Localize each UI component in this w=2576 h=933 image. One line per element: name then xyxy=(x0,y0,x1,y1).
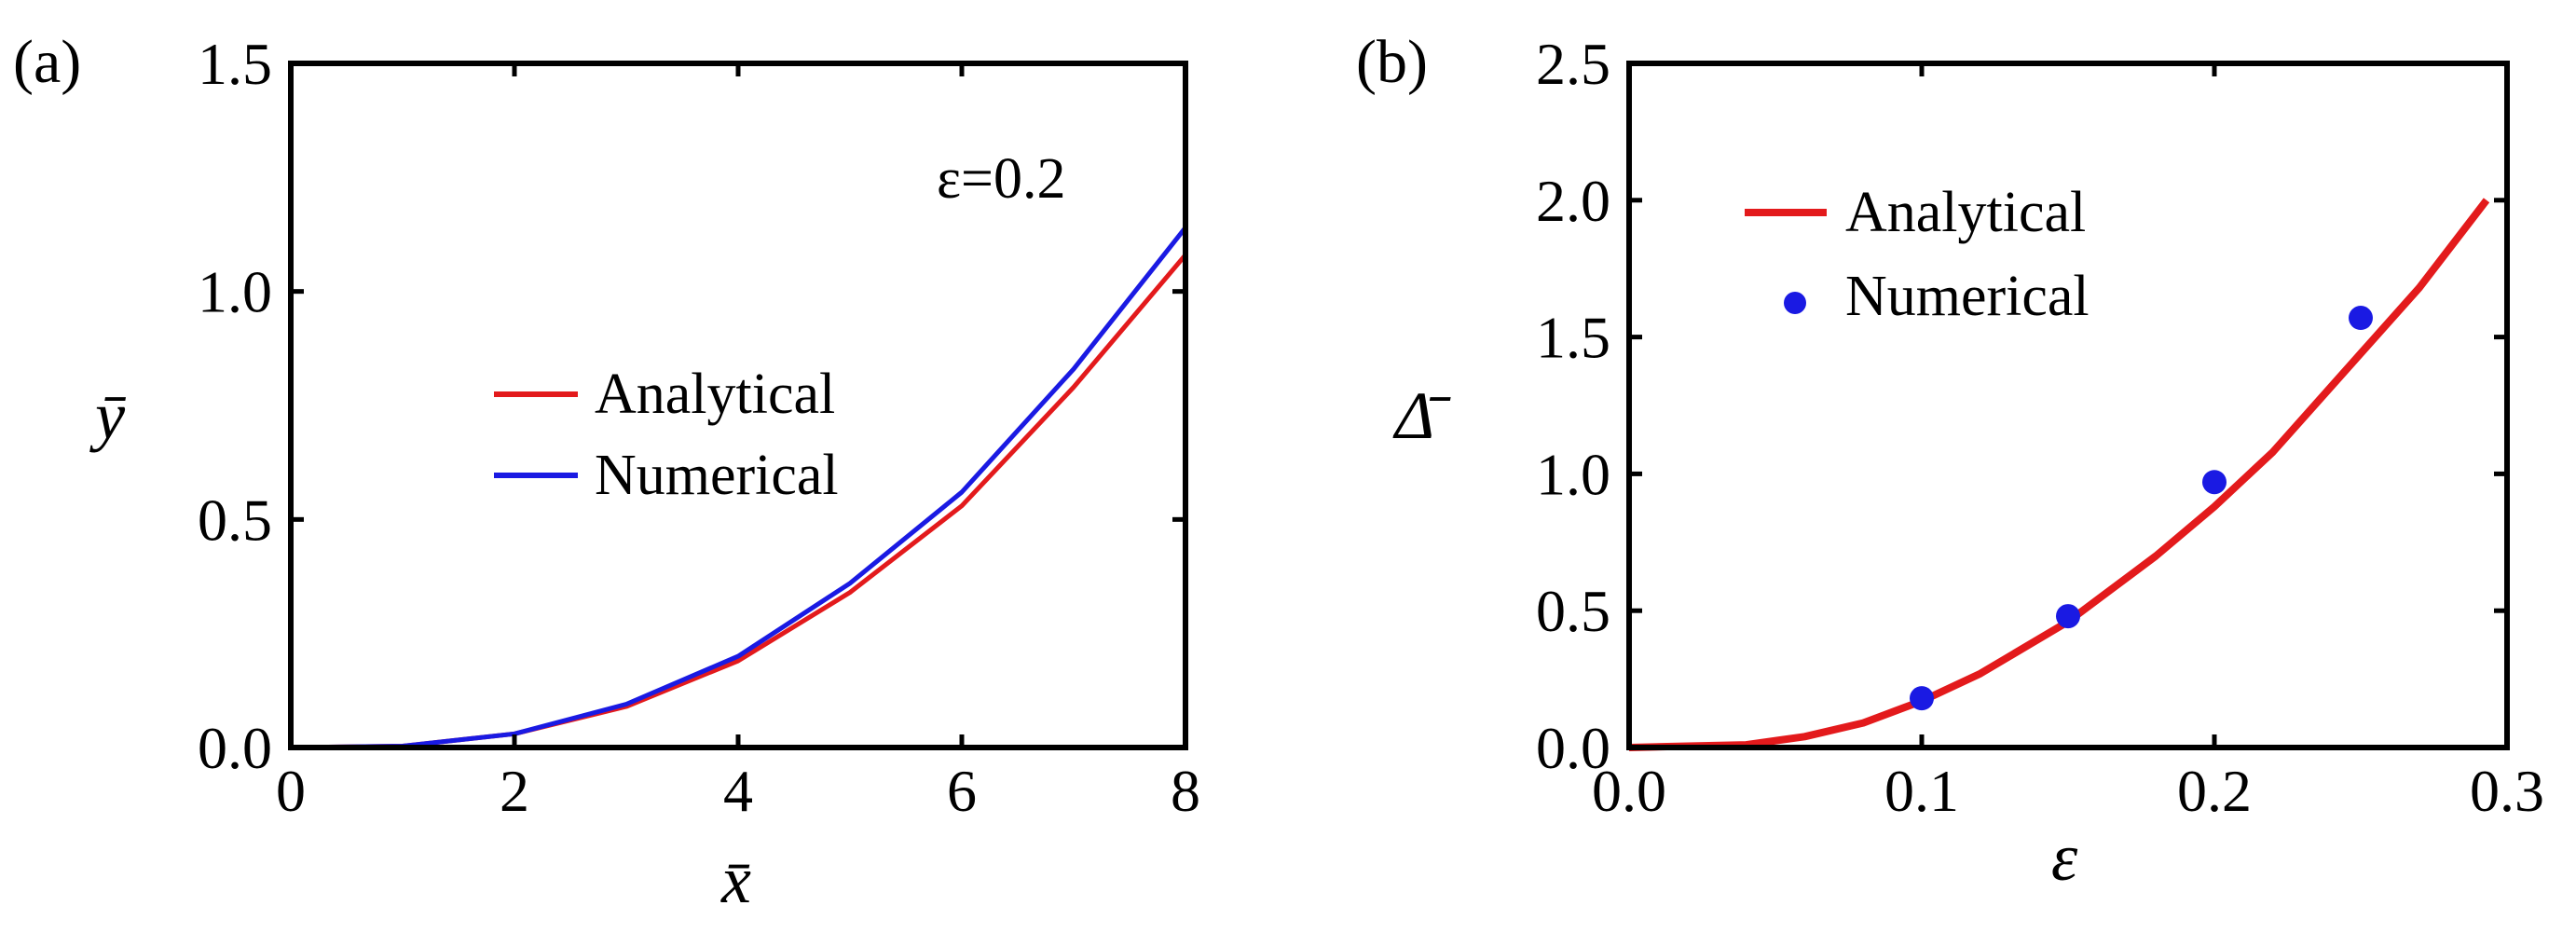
xtick-label-a-2: 4 xyxy=(723,758,753,824)
legend-a-analytical-label: Analytical xyxy=(595,363,835,426)
legend-b-numerical-marker xyxy=(1784,292,1806,314)
xtick-label-a-0: 0 xyxy=(276,758,306,824)
legend-a-numerical-label: Numerical xyxy=(595,444,839,507)
legend-b-numerical-label: Numerical xyxy=(1845,265,2090,328)
panel-a-xlabel: x̄ xyxy=(720,843,751,917)
xtick-label-b-2: 0.2 xyxy=(2177,758,2252,824)
ytick-label-a-2: 1.0 xyxy=(198,259,272,325)
ytick-label-b-4: 2.0 xyxy=(1536,168,1610,234)
point-b-numerical-3 xyxy=(2349,306,2373,331)
ytick-label-b-3: 1.5 xyxy=(1536,305,1610,371)
panel-b-ylabel: Δ̄ xyxy=(1392,378,1451,453)
xtick-label-a-1: 2 xyxy=(500,758,529,824)
panel-b-series xyxy=(1628,198,2490,751)
panel-b: (b) 0.0 0.1 0.2 0.3 0.0 0.5 1.0 1.5 2.0 2.5 Analy… xyxy=(1356,28,2544,895)
legend-b-analytical-label: Analytical xyxy=(1845,181,2086,244)
ytick-label-b-2: 1.0 xyxy=(1536,441,1610,507)
xtick-label-b-1: 0.1 xyxy=(1884,758,1959,824)
series-b-analytical-line xyxy=(1628,198,2490,751)
panel-a-ticks: 0 2 4 6 8 0.0 0.5 1.0 1.5 xyxy=(198,31,1200,824)
panel-b-label: (b) xyxy=(1356,28,1428,96)
xtick-label-a-3: 6 xyxy=(947,758,977,824)
ytick-label-a-0: 0.0 xyxy=(198,715,272,781)
panel-b-ticks: 0.0 0.1 0.2 0.3 0.0 0.5 1.0 1.5 2.0 2.5 xyxy=(1536,31,2544,824)
panel-b-frame xyxy=(1626,61,2510,750)
panel-a: (a) 0 2 4 6 8 0.0 0.5 1.0 1.5 ε=0.2 Analytical N… xyxy=(13,28,1200,917)
panel-b-legend: Analytical Numerical xyxy=(1745,181,2090,328)
ytick-label-a-1: 0.5 xyxy=(198,487,272,553)
point-b-numerical-0 xyxy=(1910,686,1934,711)
ytick-label-b-1: 0.5 xyxy=(1536,578,1610,644)
ytick-label-a-3: 1.5 xyxy=(198,31,272,97)
ytick-label-b-5: 2.5 xyxy=(1536,31,1610,97)
panel-a-legend: Analytical Numerical xyxy=(494,363,839,507)
panel-b-xlabel: ε xyxy=(2051,820,2078,895)
ytick-label-b-0: 0.0 xyxy=(1536,715,1610,781)
series-a-numerical-line xyxy=(290,226,1187,750)
xtick-label-b-0: 0.0 xyxy=(1592,758,1666,824)
point-b-numerical-2 xyxy=(2202,470,2227,495)
panel-a-series xyxy=(290,226,1187,750)
point-b-numerical-1 xyxy=(2056,604,2080,629)
xtick-label-a-4: 8 xyxy=(1171,758,1200,824)
panel-a-ylabel: ȳ xyxy=(89,378,127,453)
panel-a-annotation: ε=0.2 xyxy=(937,147,1066,211)
xtick-label-b-3: 0.3 xyxy=(2470,758,2544,824)
panel-a-label: (a) xyxy=(13,28,81,96)
